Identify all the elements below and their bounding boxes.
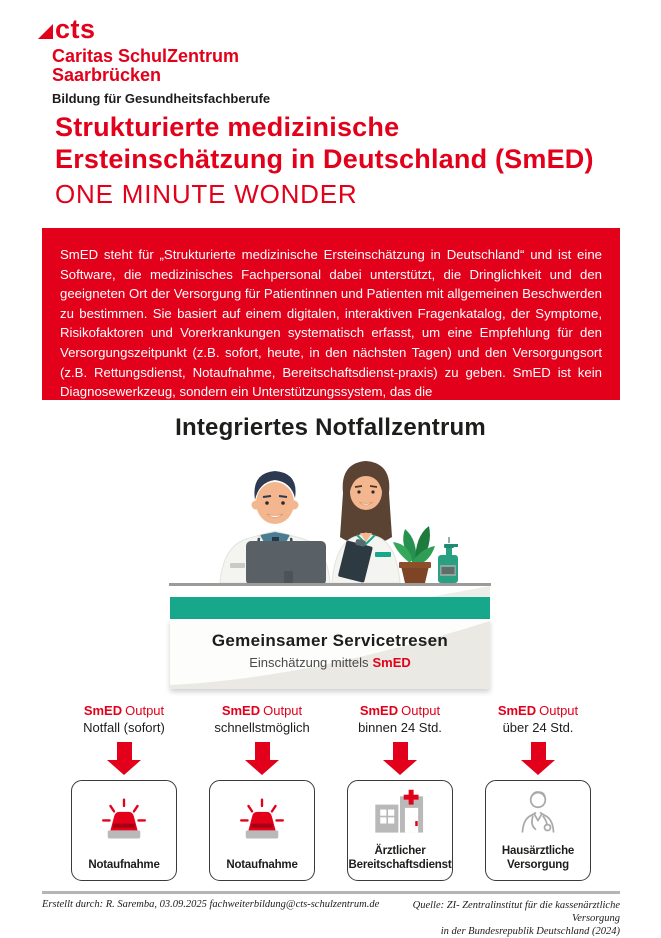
output-timing: binnen 24 Std. — [358, 720, 442, 735]
clinic-building-icon — [372, 781, 428, 844]
output-header: SmED Output — [193, 703, 331, 718]
output-word-label: Output — [401, 703, 441, 718]
cts-logo-mark: cts — [38, 16, 270, 43]
footer-source: Quelle: ZI- Zentralinstitut für die kass… — [370, 899, 620, 938]
counter-curve-shading — [170, 621, 490, 689]
smed-brand-label: SmED — [221, 703, 261, 718]
destination-label: Hausärztliche Versorgung — [501, 844, 575, 871]
org-tagline: Bildung für Gesundheitsfachberufe — [52, 91, 271, 106]
siren-icon — [95, 781, 153, 858]
footer-source-line1: Quelle: ZI- Zentralinstitut für die kass… — [412, 900, 620, 924]
destination-box-bereitschaftsdienst: Ärztlicher Bereitschaftsdienst — [347, 780, 453, 881]
output-header: SmED Output — [469, 703, 607, 718]
destination-label: Notaufnahme — [226, 858, 298, 871]
output-column-schnellstmoeglich: SmED Output schnellstmöglich — [193, 703, 331, 881]
destination-label: Ärztlicher Bereitschaftsdienst — [348, 844, 452, 871]
counter-subtitle-prefix: Einschätzung mittels — [249, 655, 369, 670]
output-timing: schnellstmöglich — [214, 720, 310, 735]
output-column-binnen24: SmED Output binnen 24 Std. — [331, 703, 469, 881]
counter-title: Gemeinsamer Servicetresen — [211, 631, 449, 650]
counter-illustration — [170, 445, 490, 585]
cts-logo: cts Caritas SchulZentrum Saarbrücken Bil… — [38, 16, 270, 106]
counter-subtitle-smed: SmED — [372, 655, 411, 670]
output-column-ueber24: SmED Output über 24 Std. — [469, 703, 607, 881]
footer-divider — [42, 891, 620, 894]
output-word-label: Output — [539, 703, 579, 718]
diagram-heading: Integriertes Notfallzentrum — [175, 414, 486, 441]
destination-box-notaufnahme-1: Notaufnahme — [71, 780, 177, 881]
title-subtitle: ONE MINUTE WONDER — [55, 179, 358, 209]
counter-surface — [170, 586, 490, 597]
org-name-line2: Saarbrücken — [52, 65, 162, 85]
page-title: Strukturierte medizinische Ersteinschätz… — [55, 111, 630, 209]
counter-top-edge — [169, 583, 491, 586]
output-timing: Notfall (sofort) — [83, 720, 165, 735]
destination-label: Notaufnahme — [88, 858, 160, 871]
doctor-icon — [512, 781, 564, 844]
down-arrow-icon — [245, 742, 279, 775]
service-counter: Gemeinsamer Servicetresen Einschätzung m… — [169, 583, 491, 689]
cts-logo-text: cts — [55, 14, 96, 44]
smed-brand-label: SmED — [359, 703, 399, 718]
down-arrow-icon — [383, 742, 417, 775]
output-word-label: Output — [125, 703, 165, 718]
destination-box-notaufnahme-2: Notaufnahme — [209, 780, 315, 881]
output-header: SmED Output — [55, 703, 193, 718]
footer-source-line2: in der Bundesrepublik Deutschland (2024) — [440, 926, 620, 937]
output-column-notfall: SmED Output Notfall (sofort) — [55, 703, 193, 881]
footer-credit: Erstellt durch: R. Saremba, 03.09.2025 f… — [42, 899, 380, 910]
smed-outputs-row: SmED Output Notfall (sofort) — [55, 703, 607, 881]
output-header: SmED Output — [331, 703, 469, 718]
destination-box-hausarzt: Hausärztliche Versorgung — [485, 780, 591, 881]
counter-surface-shading — [430, 586, 490, 597]
smed-brand-label: SmED — [497, 703, 537, 718]
output-timing: über 24 Std. — [502, 720, 574, 735]
down-arrow-icon — [521, 742, 555, 775]
title-line1: Strukturierte medizinische — [55, 112, 400, 142]
smed-brand-label: SmED — [83, 703, 123, 718]
down-arrow-icon — [107, 742, 141, 775]
cts-triangle-icon — [38, 24, 53, 39]
doctor-nurse-illustration-svg — [219, 461, 458, 585]
org-name-line1: Caritas SchulZentrum — [52, 46, 240, 66]
counter-front-panel: Gemeinsamer Servicetresen Einschätzung m… — [170, 619, 490, 689]
intro-text: SmED steht für „Strukturierte medizinisc… — [60, 247, 602, 400]
counter-subtitle: Einschätzung mittels SmED — [170, 655, 490, 670]
output-word-label: Output — [263, 703, 303, 718]
title-line2: Ersteinschätzung in Deutschland (SmED) — [55, 144, 594, 174]
siren-icon — [233, 781, 291, 858]
intro-red-box: SmED steht für „Strukturierte medizinisc… — [42, 228, 620, 400]
counter-green-bar — [170, 597, 490, 619]
